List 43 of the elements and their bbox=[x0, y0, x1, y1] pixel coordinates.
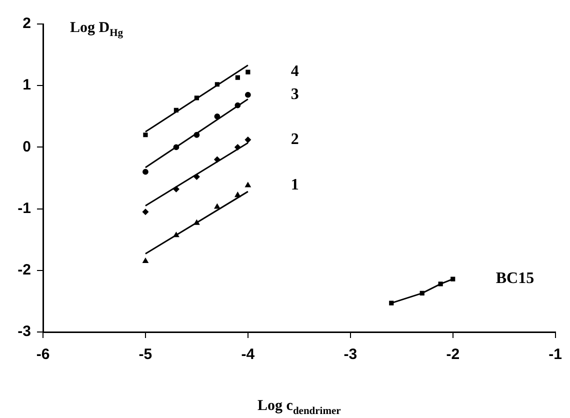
text: BC15 bbox=[496, 270, 534, 288]
text: 3 bbox=[290, 86, 299, 103]
point bbox=[142, 208, 148, 215]
y-tick-label: -3 bbox=[18, 323, 31, 340]
y-tick-label: 0 bbox=[22, 138, 31, 156]
text: 2 bbox=[290, 130, 299, 148]
point bbox=[245, 182, 251, 188]
x-tick-label: -5 bbox=[138, 346, 152, 364]
point bbox=[450, 276, 456, 282]
point bbox=[235, 75, 240, 80]
point bbox=[214, 82, 220, 87]
point bbox=[214, 113, 220, 120]
x-tick-label: -4 bbox=[241, 346, 256, 364]
y-tick-label: 1 bbox=[22, 76, 31, 94]
point bbox=[246, 70, 250, 74]
point bbox=[173, 144, 180, 150]
point bbox=[244, 136, 251, 143]
y-tick-label: -2 bbox=[18, 262, 31, 279]
point bbox=[142, 258, 148, 264]
point bbox=[214, 156, 220, 162]
x-tick-label: -6 bbox=[36, 346, 50, 364]
y-tick-label: -1 bbox=[18, 200, 31, 217]
point bbox=[143, 132, 148, 138]
point bbox=[173, 186, 180, 192]
point bbox=[420, 290, 424, 296]
point bbox=[244, 92, 251, 98]
point bbox=[234, 102, 241, 108]
point bbox=[174, 108, 179, 113]
point bbox=[174, 232, 179, 238]
point bbox=[389, 300, 394, 306]
x-tick-label: -3 bbox=[344, 346, 358, 364]
point bbox=[438, 282, 443, 286]
x-tick-label: -1 bbox=[548, 346, 562, 364]
point bbox=[194, 132, 200, 138]
point bbox=[194, 174, 200, 180]
point bbox=[142, 168, 148, 175]
point bbox=[194, 96, 200, 100]
text: 1 bbox=[290, 176, 299, 194]
point bbox=[235, 192, 240, 198]
x-tick-label: -2 bbox=[446, 346, 460, 364]
y-tick-label: 2 bbox=[22, 15, 31, 32]
point bbox=[234, 144, 241, 150]
text: 4 bbox=[290, 63, 299, 80]
